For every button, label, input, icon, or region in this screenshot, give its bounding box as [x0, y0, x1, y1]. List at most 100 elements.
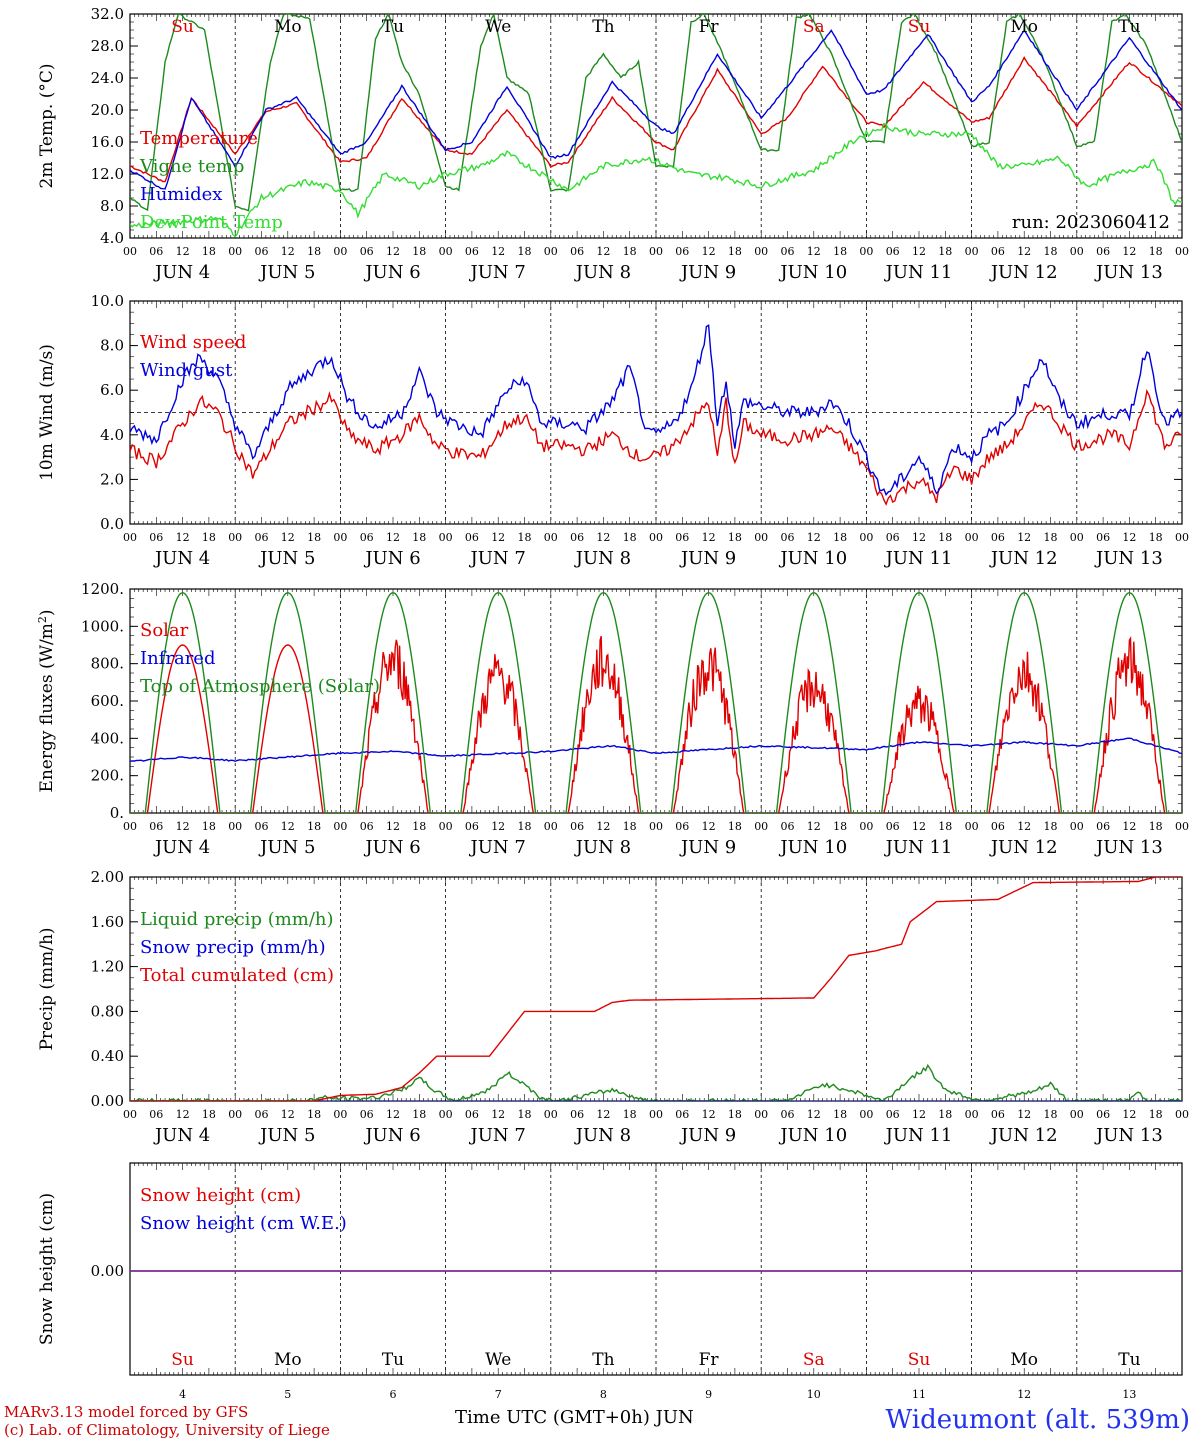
day-label: JUN 10: [778, 1125, 847, 1146]
series-vigne-temp: [130, 14, 1182, 212]
y-tick-label: 24.0: [91, 69, 124, 87]
hour-label: 12: [386, 531, 400, 544]
y-tick-label: 8.0: [100, 337, 124, 355]
hour-label: 12: [176, 531, 190, 544]
hour-label: 00: [1070, 245, 1084, 258]
day-label: JUN 4: [153, 1125, 210, 1146]
hour-label: 00: [228, 1108, 242, 1121]
hour-label: 12: [596, 1108, 610, 1121]
hour-label: 06: [149, 1108, 163, 1121]
hour-label: 12: [702, 820, 716, 833]
day-label: JUN 6: [363, 262, 420, 283]
hour-label: 18: [518, 531, 532, 544]
hour-label: 18: [1044, 1108, 1058, 1121]
hour-label: 00: [333, 531, 347, 544]
hour-label: 00: [859, 1108, 873, 1121]
series-infrared: [130, 737, 1182, 763]
hour-label: 00: [439, 820, 453, 833]
day-label: JUN 10: [778, 262, 847, 283]
day-number: 13: [1122, 1388, 1136, 1401]
y-tick-label: 16.0: [91, 133, 124, 151]
day-number: 6: [390, 1388, 397, 1401]
series-temperature: [130, 56, 1182, 183]
hour-label: 00: [123, 531, 137, 544]
y-axis-label: 10m Wind (m/s): [37, 344, 57, 481]
hour-label: 00: [1175, 531, 1189, 544]
hour-label: 00: [439, 245, 453, 258]
day-label: JUN 11: [884, 548, 953, 569]
y-tick-label: 0.00: [91, 1262, 124, 1280]
y-tick-label: 12.0: [91, 165, 124, 183]
day-label: JUN 13: [1094, 837, 1163, 858]
hour-label: 00: [754, 820, 768, 833]
series-dewpoint-temp: [130, 122, 1182, 238]
legend-entry: Solar: [140, 620, 189, 641]
hour-label: 00: [228, 531, 242, 544]
hour-label: 06: [675, 531, 689, 544]
weekday-label: Tu: [382, 1350, 404, 1370]
y-tick-label: 0.40: [91, 1047, 124, 1065]
y-tick-label: 0.00: [91, 1092, 124, 1110]
day-label: JUN 6: [363, 837, 420, 858]
hour-label: 18: [1149, 1108, 1163, 1121]
hour-label: 12: [176, 820, 190, 833]
weekday-label: Mo: [274, 1350, 302, 1370]
hour-label: 18: [728, 820, 742, 833]
hour-label: 06: [255, 531, 269, 544]
hour-label: 00: [965, 245, 979, 258]
day-label: JUN 13: [1094, 262, 1163, 283]
day-label: JUN 4: [153, 548, 210, 569]
series-solar: [340, 639, 446, 813]
day-label: JUN 12: [989, 837, 1058, 858]
plot-frame: [129, 13, 1183, 239]
y-tick-label: 1.20: [91, 958, 124, 976]
hour-label: 12: [176, 1108, 190, 1121]
series-solar: [130, 644, 236, 813]
hour-label: 06: [149, 245, 163, 258]
day-label: JUN 7: [469, 1125, 526, 1146]
hour-label: 00: [965, 820, 979, 833]
y-axis-label: Energy fluxes (W/m2): [36, 609, 58, 792]
hour-label: 00: [649, 1108, 663, 1121]
weekday-label: Su: [908, 17, 931, 37]
legend-entry: Wind gust: [140, 360, 233, 381]
legend-entry: Wind speed: [140, 332, 246, 353]
day-number: 7: [495, 1388, 502, 1401]
series-solar: [445, 654, 551, 813]
hour-label: 12: [1017, 245, 1031, 258]
day-label: JUN 12: [989, 1125, 1058, 1146]
day-label: JUN 10: [778, 548, 847, 569]
hour-label: 00: [965, 1108, 979, 1121]
hour-label: 12: [596, 820, 610, 833]
series-wind-speed: [130, 388, 1182, 506]
day-number: 10: [807, 1388, 821, 1401]
series-group: [130, 877, 1182, 1101]
hour-label: 06: [570, 1108, 584, 1121]
hour-label: 12: [386, 820, 400, 833]
y-tick-label: 8.0: [100, 197, 124, 215]
hour-label: 06: [255, 1108, 269, 1121]
hour-label: 06: [1096, 245, 1110, 258]
y-tick-label: 2.0: [100, 470, 124, 488]
day-label: JUN 4: [153, 837, 210, 858]
hour-label: 18: [938, 245, 952, 258]
hour-label: 06: [886, 1108, 900, 1121]
series-solar: [550, 636, 656, 813]
series-top-of-atmosphere-solar-: [235, 591, 341, 813]
weekday-label: Su: [908, 1350, 931, 1370]
hour-label: 00: [754, 1108, 768, 1121]
hour-label: 18: [833, 245, 847, 258]
hour-label: 12: [1017, 1108, 1031, 1121]
hour-label: 06: [781, 531, 795, 544]
hour-label: 06: [1096, 1108, 1110, 1121]
y-tick-label: 1200.: [81, 580, 124, 598]
hour-label: 06: [675, 820, 689, 833]
hour-label: 12: [176, 245, 190, 258]
hour-label: 00: [544, 245, 558, 258]
hour-label: 12: [807, 1108, 821, 1121]
y-tick-label: 32.0: [91, 5, 124, 23]
hour-label: 12: [1017, 531, 1031, 544]
hour-label: 00: [859, 245, 873, 258]
legend-entry: Top of Atmosphere (Solar): [140, 676, 380, 697]
y-tick-label: 6.0: [100, 381, 124, 399]
